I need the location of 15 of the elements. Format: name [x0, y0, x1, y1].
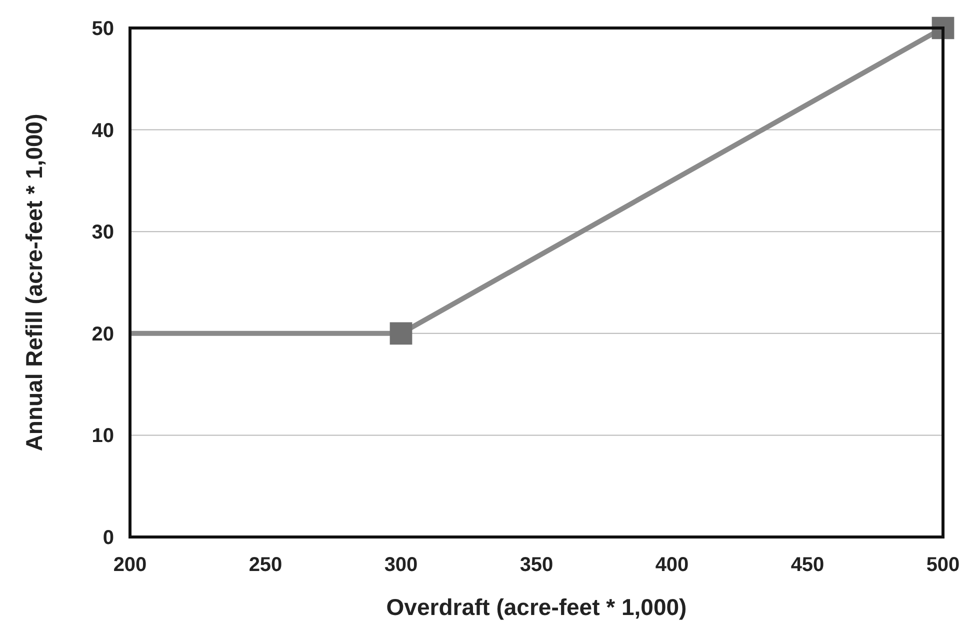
y-tick-label: 50: [92, 18, 114, 40]
y-tick-label: 10: [92, 425, 114, 448]
x-tick-label: 300: [384, 554, 418, 576]
x-tick-label: 400: [655, 554, 689, 576]
x-axis-title: Overdraft (acre-feet * 1,000): [386, 594, 687, 620]
y-tick-label: 40: [92, 120, 114, 142]
x-tick-label: 350: [520, 554, 554, 576]
x-tick-label: 500: [926, 554, 960, 576]
x-tick-label: 250: [248, 554, 282, 576]
x-tick-label: 200: [113, 554, 147, 576]
y-tick-label: 30: [92, 222, 114, 244]
y-axis-title: Annual Refill (acre-feet * 1,000): [21, 114, 47, 452]
y-tick-label: 20: [92, 323, 114, 346]
y-tick-label: 0: [102, 527, 114, 549]
x-tick-label: 450: [790, 554, 824, 576]
